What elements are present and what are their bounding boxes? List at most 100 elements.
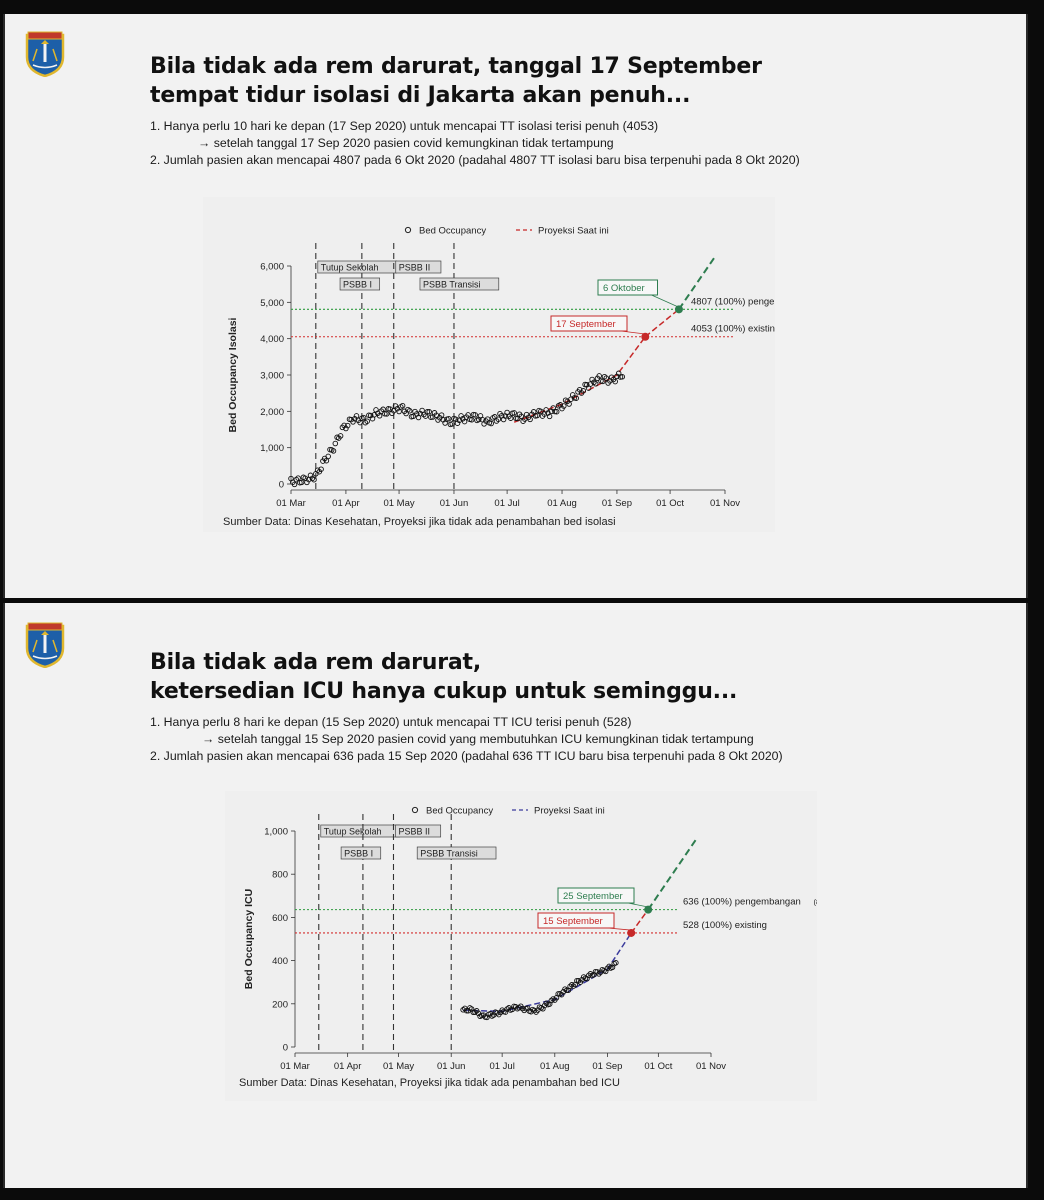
x-tick-label: 01 Oct (644, 1061, 672, 1072)
observed-point (560, 989, 567, 995)
observed-point (563, 987, 570, 994)
observed-point (438, 412, 445, 418)
event-label: PSBB II (399, 263, 431, 273)
observed-point (291, 481, 298, 488)
observed-point (553, 408, 560, 415)
point-1-sub: → setelah tanggal 17 Sep 2020 pasien cov… (198, 136, 614, 150)
observed-point (600, 378, 606, 385)
x-tick-label: 01 May (383, 498, 414, 509)
observed-point (484, 1014, 490, 1021)
observed-point (523, 411, 530, 418)
point-2: 2. Jumlah pasien akan mencapai 4807 pada… (150, 153, 800, 167)
point-1: 1. Hanya perlu 8 hari ke depan (15 Sep 2… (150, 715, 632, 729)
observed-point (561, 403, 567, 409)
observed-point (406, 408, 413, 414)
legend-observed-marker (404, 226, 412, 234)
observed-point (591, 971, 597, 978)
observed-point (445, 415, 452, 422)
observed-point (458, 413, 464, 419)
y-tick-label: 0 (279, 480, 284, 491)
observed-point (566, 401, 572, 407)
capacity-label: 4807 (100%) pengembangan (691, 296, 775, 307)
jakarta-emblem-logo (25, 31, 65, 77)
y-tick-label: 4,000 (260, 334, 284, 345)
observed-point (360, 414, 367, 421)
observed-point (330, 448, 337, 454)
observed-point (311, 476, 317, 483)
y-tick-label: 1,000 (260, 443, 284, 454)
observed-point (579, 976, 585, 983)
legend-observed-label: Bed Occupancy (419, 226, 486, 237)
projection-line-to-full (644, 308, 680, 338)
chart-isolation: Bed Occupancy Proyeksi Saat ini 0 1,000 2,00… (203, 197, 865, 532)
highlight-point (674, 305, 683, 314)
observed-point (569, 392, 576, 398)
observed-point (378, 408, 385, 414)
observed-point (371, 412, 378, 418)
observed-point (596, 971, 602, 977)
y-tick-label: 400 (272, 956, 288, 967)
observed-point (314, 467, 321, 473)
observed-point (516, 1004, 522, 1011)
legend-observed-label: Bed Occupancy (426, 806, 493, 817)
highlight-point (641, 332, 650, 341)
x-tick-label: 01 May (383, 1061, 414, 1072)
x-tick-label: 01 Apr (332, 498, 359, 509)
event-label: PSBB Transisi (420, 849, 478, 859)
observed-point (509, 1006, 516, 1013)
observed-point (380, 406, 386, 413)
jakarta-emblem-logo (25, 622, 65, 668)
observed-point (332, 440, 339, 447)
legend-observed-marker (411, 806, 419, 814)
x-tick-label: 01 Jun (440, 498, 469, 509)
observed-point (574, 977, 580, 984)
event-label: PSBB I (344, 849, 373, 859)
title-line-2: tempat tidur isolasi di Jakarta akan pen… (150, 83, 691, 108)
observed-point (493, 418, 500, 424)
point-2: 2. Jumlah pasien akan mencapai 636 pada … (150, 749, 783, 763)
observed-point (596, 373, 602, 379)
highlight-callout-label: 17 September (556, 319, 616, 330)
key-points: 1. Hanya perlu 10 hari ke depan (17 Sep … (150, 118, 800, 169)
observed-point (585, 972, 592, 979)
observed-point (337, 433, 344, 439)
point-1-sub: → setelah tanggal 15 Sep 2020 pasien cov… (202, 732, 754, 746)
observed-point (570, 983, 577, 989)
observed-point (534, 412, 540, 419)
observed-point (507, 415, 514, 421)
highlight-callout-leader (607, 927, 630, 931)
observed-point (325, 453, 331, 460)
highlight-callout-box (537, 912, 615, 929)
observed-point (468, 417, 475, 423)
highlight-point (644, 905, 653, 914)
highlight-callout-box (550, 315, 628, 332)
observed-point (433, 412, 440, 418)
observed-point (295, 475, 301, 481)
x-tick-label: 01 Oct (656, 498, 684, 509)
observed-point (589, 376, 595, 383)
x-tick-label: 01 Sep (592, 1061, 622, 1072)
observed-point (426, 409, 432, 415)
observed-point (617, 374, 624, 380)
y-axis-title: Bed Occupancy Isolasi (227, 317, 239, 432)
x-tick-label: 01 Apr (334, 1061, 361, 1072)
observed-point (495, 416, 502, 422)
highlight-callout-label: 6 Oktober (603, 283, 645, 294)
y-tick-label: 1,000 (264, 827, 288, 838)
observed-point (511, 410, 517, 416)
capacity-label: 636 (100%) pengembangan (683, 897, 801, 908)
observed-point (472, 1009, 478, 1015)
projection-line-to-full (630, 909, 649, 934)
observed-point (548, 997, 555, 1004)
observed-point (552, 408, 558, 415)
legend-projection-label: Proyeksi Saat ini (538, 226, 609, 237)
event-label: Tutup Sekolah (324, 827, 382, 837)
observed-point (344, 422, 351, 429)
chart-source-caption: Sumber Data: Dinas Kesehatan, Proyeksi j… (223, 516, 616, 528)
event-label-box (395, 260, 442, 274)
observed-point (592, 381, 599, 387)
x-tick-label: 01 Sep (602, 498, 632, 509)
observed-point (580, 388, 587, 394)
observed-point (603, 375, 610, 381)
y-tick-label: 600 (272, 913, 288, 924)
